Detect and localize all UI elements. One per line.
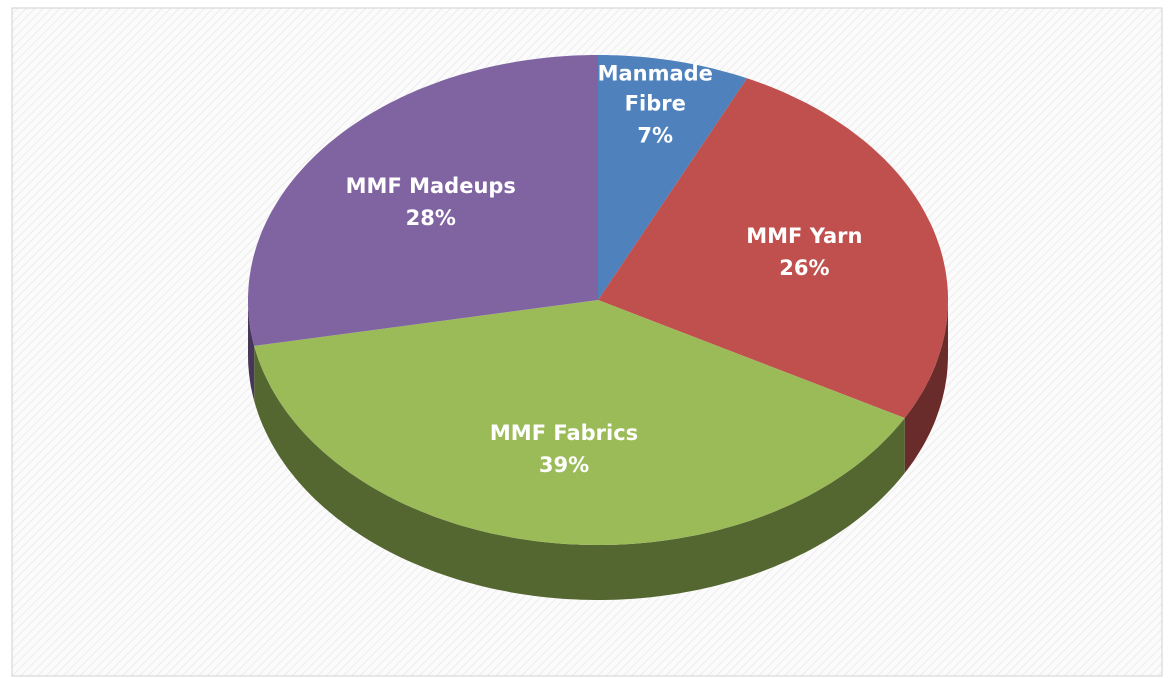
pie-slice (254, 300, 905, 545)
pie-side (904, 300, 948, 473)
data-label-value: 28% (406, 206, 456, 230)
data-label-name: MMF Madeups (346, 174, 516, 198)
data-label-value: 7% (637, 124, 673, 148)
data-label-name: MMF Yarn (746, 224, 862, 248)
data-label-value: 39% (539, 453, 589, 477)
pie-side (254, 345, 905, 600)
data-label-value: 26% (779, 256, 829, 280)
plot: Manmade Fibre 7% MMF Yarn 26% MMF Fabrics 39% M… (248, 55, 948, 600)
data-label-name: Manmade Fibre (598, 62, 713, 116)
pie-slice (598, 55, 747, 300)
pie-slice (598, 78, 948, 419)
pie-slice (248, 55, 598, 346)
data-label-name: MMF Fabrics (490, 421, 638, 445)
pie-side (248, 300, 255, 401)
